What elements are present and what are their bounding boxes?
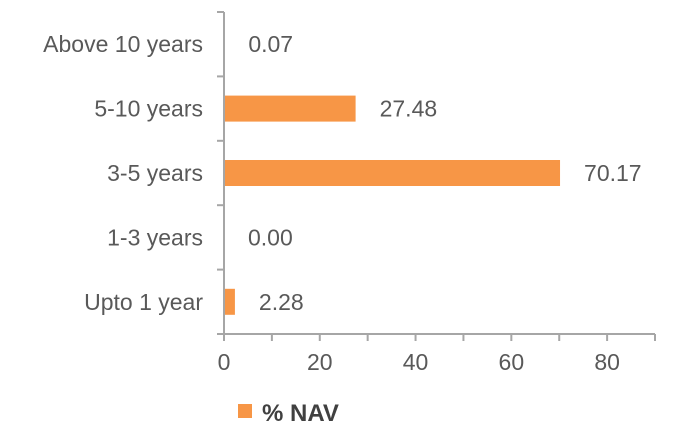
x-tick-label: 80 [594, 349, 620, 375]
data-label: 2.28 [259, 289, 304, 315]
data-label: 0.00 [248, 224, 293, 250]
x-tick-label: 20 [307, 349, 333, 375]
bar [224, 288, 235, 315]
category-label: 1-3 years [107, 224, 203, 250]
category-label: 5-10 years [94, 96, 203, 122]
x-tick-label: 0 [218, 349, 231, 375]
category-label: Upto 1 year [84, 289, 203, 315]
data-label: 27.48 [380, 96, 438, 122]
bar [224, 160, 561, 186]
axes-group [217, 11, 656, 341]
legend-label: % NAV [262, 400, 339, 427]
category-label: 3-5 years [107, 160, 203, 186]
legend-swatch [238, 404, 252, 418]
legend: % NAV [238, 400, 339, 427]
data-label: 0.07 [248, 31, 293, 57]
bars-group [224, 31, 561, 315]
x-tick-label: 60 [499, 349, 525, 375]
bar [224, 95, 356, 122]
x-tick-label: 40 [403, 349, 429, 375]
data-label: 70.17 [584, 160, 642, 186]
labels-group: Above 10 years 0.07 5-10 years 27.48 3-5 yea… [43, 31, 641, 375]
category-label: Above 10 years [43, 31, 203, 57]
